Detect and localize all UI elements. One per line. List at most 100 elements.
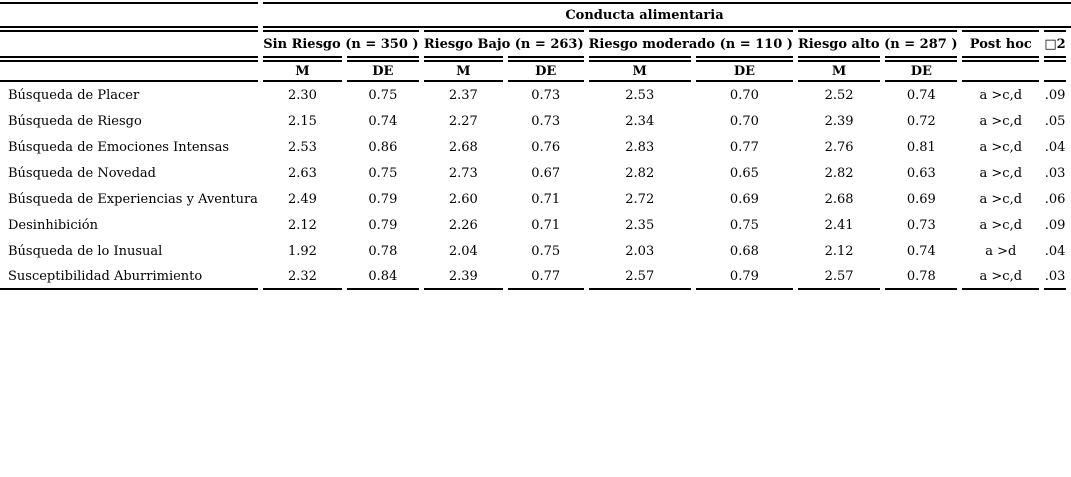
cell-eta2: .03 [1044,264,1066,290]
m-header-2: M [423,56,503,82]
cell-de: 0.78 [885,264,958,290]
cell-de: 0.63 [906,165,936,181]
cell-m: 2.82 [824,165,854,181]
cell-de: 0.73 [531,113,561,129]
cell-m: 2.27 [448,113,478,129]
cell-m: 2.39 [824,113,854,129]
cell-de: 0.71 [531,217,561,233]
cell-de: 0.77 [507,264,584,290]
row-label: Búsqueda de Placer [8,87,140,103]
m-header-3: M [588,56,691,82]
cell-m: 2.60 [448,191,478,207]
cell-de: 0.74 [906,87,936,103]
cell-de: 0.75 [368,87,398,103]
table-title: Conducta alimentaria [262,2,1066,26]
stub-empty [0,56,258,82]
cell-post-hoc: a >c,d [979,191,1023,207]
cell-m: 2.37 [448,87,478,103]
cell-m: 2.73 [448,165,478,181]
cell-m: 2.63 [287,165,317,181]
cell-m: 2.53 [625,87,655,103]
cell-m: 2.32 [262,264,342,290]
cell-m: 2.30 [287,87,317,103]
col-header-post-hoc: Post hoc [962,26,1040,56]
cell-de: 0.79 [695,264,793,290]
col-group-riesgo-bajo: Riesgo Bajo (n = 263) [423,26,584,56]
de-header-1: DE [346,56,419,82]
cell-m: 2.41 [824,217,854,233]
table-row: Búsqueda de Novedad 2.63 0.75 2.73 0.67 … [0,160,1066,186]
table-row: Búsqueda de Placer 2.30 0.75 2.37 0.73 2… [0,82,1066,108]
cell-de: 0.78 [368,243,398,259]
cell-m: 2.83 [625,139,655,155]
cell-m: 2.34 [625,113,655,129]
post-hoc-empty [962,56,1040,82]
cell-de: 0.74 [368,113,398,129]
cell-eta2: .03 [1044,165,1066,181]
anova-table: Conducta alimentaria Sin Riesgo (n = 350… [0,2,1071,290]
spanner-underline-rule [263,26,1055,28]
spanner-row: Conducta alimentaria [0,2,1066,26]
cell-m: 2.04 [448,243,478,259]
cell-de: 0.79 [368,191,398,207]
cell-m: 2.03 [625,243,655,259]
cell-de: 0.84 [346,264,419,290]
cell-eta2: .04 [1044,243,1066,259]
cell-de: 0.76 [531,139,561,155]
cell-de: 0.77 [729,139,759,155]
row-label: Búsqueda de Riesgo [8,113,142,129]
cell-de: 0.68 [729,243,759,259]
cell-m: 2.26 [448,217,478,233]
cell-m: 2.57 [797,264,881,290]
cell-de: 0.86 [368,139,398,155]
cell-de: 0.72 [906,113,936,129]
cell-eta2: .05 [1044,113,1066,129]
cell-m: 2.72 [625,191,655,207]
cell-m: 2.52 [824,87,854,103]
cell-eta2: .04 [1044,139,1066,155]
col-header-eta2: □2 [1044,26,1066,56]
cell-m: 2.57 [588,264,691,290]
m-header-1: M [262,56,342,82]
cell-de: 0.75 [729,217,759,233]
stub-empty [0,26,258,56]
cell-eta2: .09 [1044,217,1066,233]
cell-m: 2.39 [423,264,503,290]
cell-post-hoc: a >c,d [962,264,1040,290]
col-group-riesgo-moderado: Riesgo moderado (n = 110 ) [588,26,793,56]
col-group-riesgo-alto: Riesgo alto (n = 287 ) [797,26,958,56]
cell-de: 0.69 [906,191,936,207]
cell-post-hoc: a >c,d [979,139,1023,155]
cell-de: 0.73 [531,87,561,103]
row-label: Búsqueda de Experiencias y Aventura [8,191,258,207]
cell-m: 2.76 [824,139,854,155]
table-row: Desinhibición 2.12 0.79 2.26 0.71 2.35 0… [0,212,1066,238]
cell-post-hoc: a >d [985,243,1017,259]
stub-corner [0,2,258,26]
cell-m: 2.68 [448,139,478,155]
row-label: Desinhibición [8,217,98,233]
de-header-3: DE [695,56,793,82]
cell-post-hoc: a >c,d [979,87,1023,103]
cell-post-hoc: a >c,d [979,165,1023,181]
cell-eta2: .06 [1044,191,1066,207]
cell-m: 2.82 [625,165,655,181]
cell-de: 0.67 [531,165,561,181]
cell-de: 0.71 [531,191,561,207]
row-label: Búsqueda de Emociones Intensas [8,139,230,155]
cell-m: 2.12 [824,243,854,259]
cell-de: 0.73 [906,217,936,233]
cell-post-hoc: a >c,d [979,217,1023,233]
table-row: Búsqueda de Emociones Intensas 2.53 0.86… [0,134,1066,160]
table-row: Búsqueda de Riesgo 2.15 0.74 2.27 0.73 2… [0,108,1066,134]
table-row: Susceptibilidad Aburrimiento 2.32 0.84 2… [0,264,1066,290]
cell-m: 1.92 [287,243,317,259]
cell-de: 0.70 [729,113,759,129]
m-header-4: M [797,56,881,82]
table-row: Búsqueda de Experiencias y Aventura 2.49… [0,186,1066,212]
row-label: Susceptibilidad Aburrimiento [0,264,258,290]
cell-de: 0.70 [729,87,759,103]
row-label: Búsqueda de lo Inusual [8,243,163,259]
table-row: Búsqueda de lo Inusual 1.92 0.78 2.04 0.… [0,238,1066,264]
